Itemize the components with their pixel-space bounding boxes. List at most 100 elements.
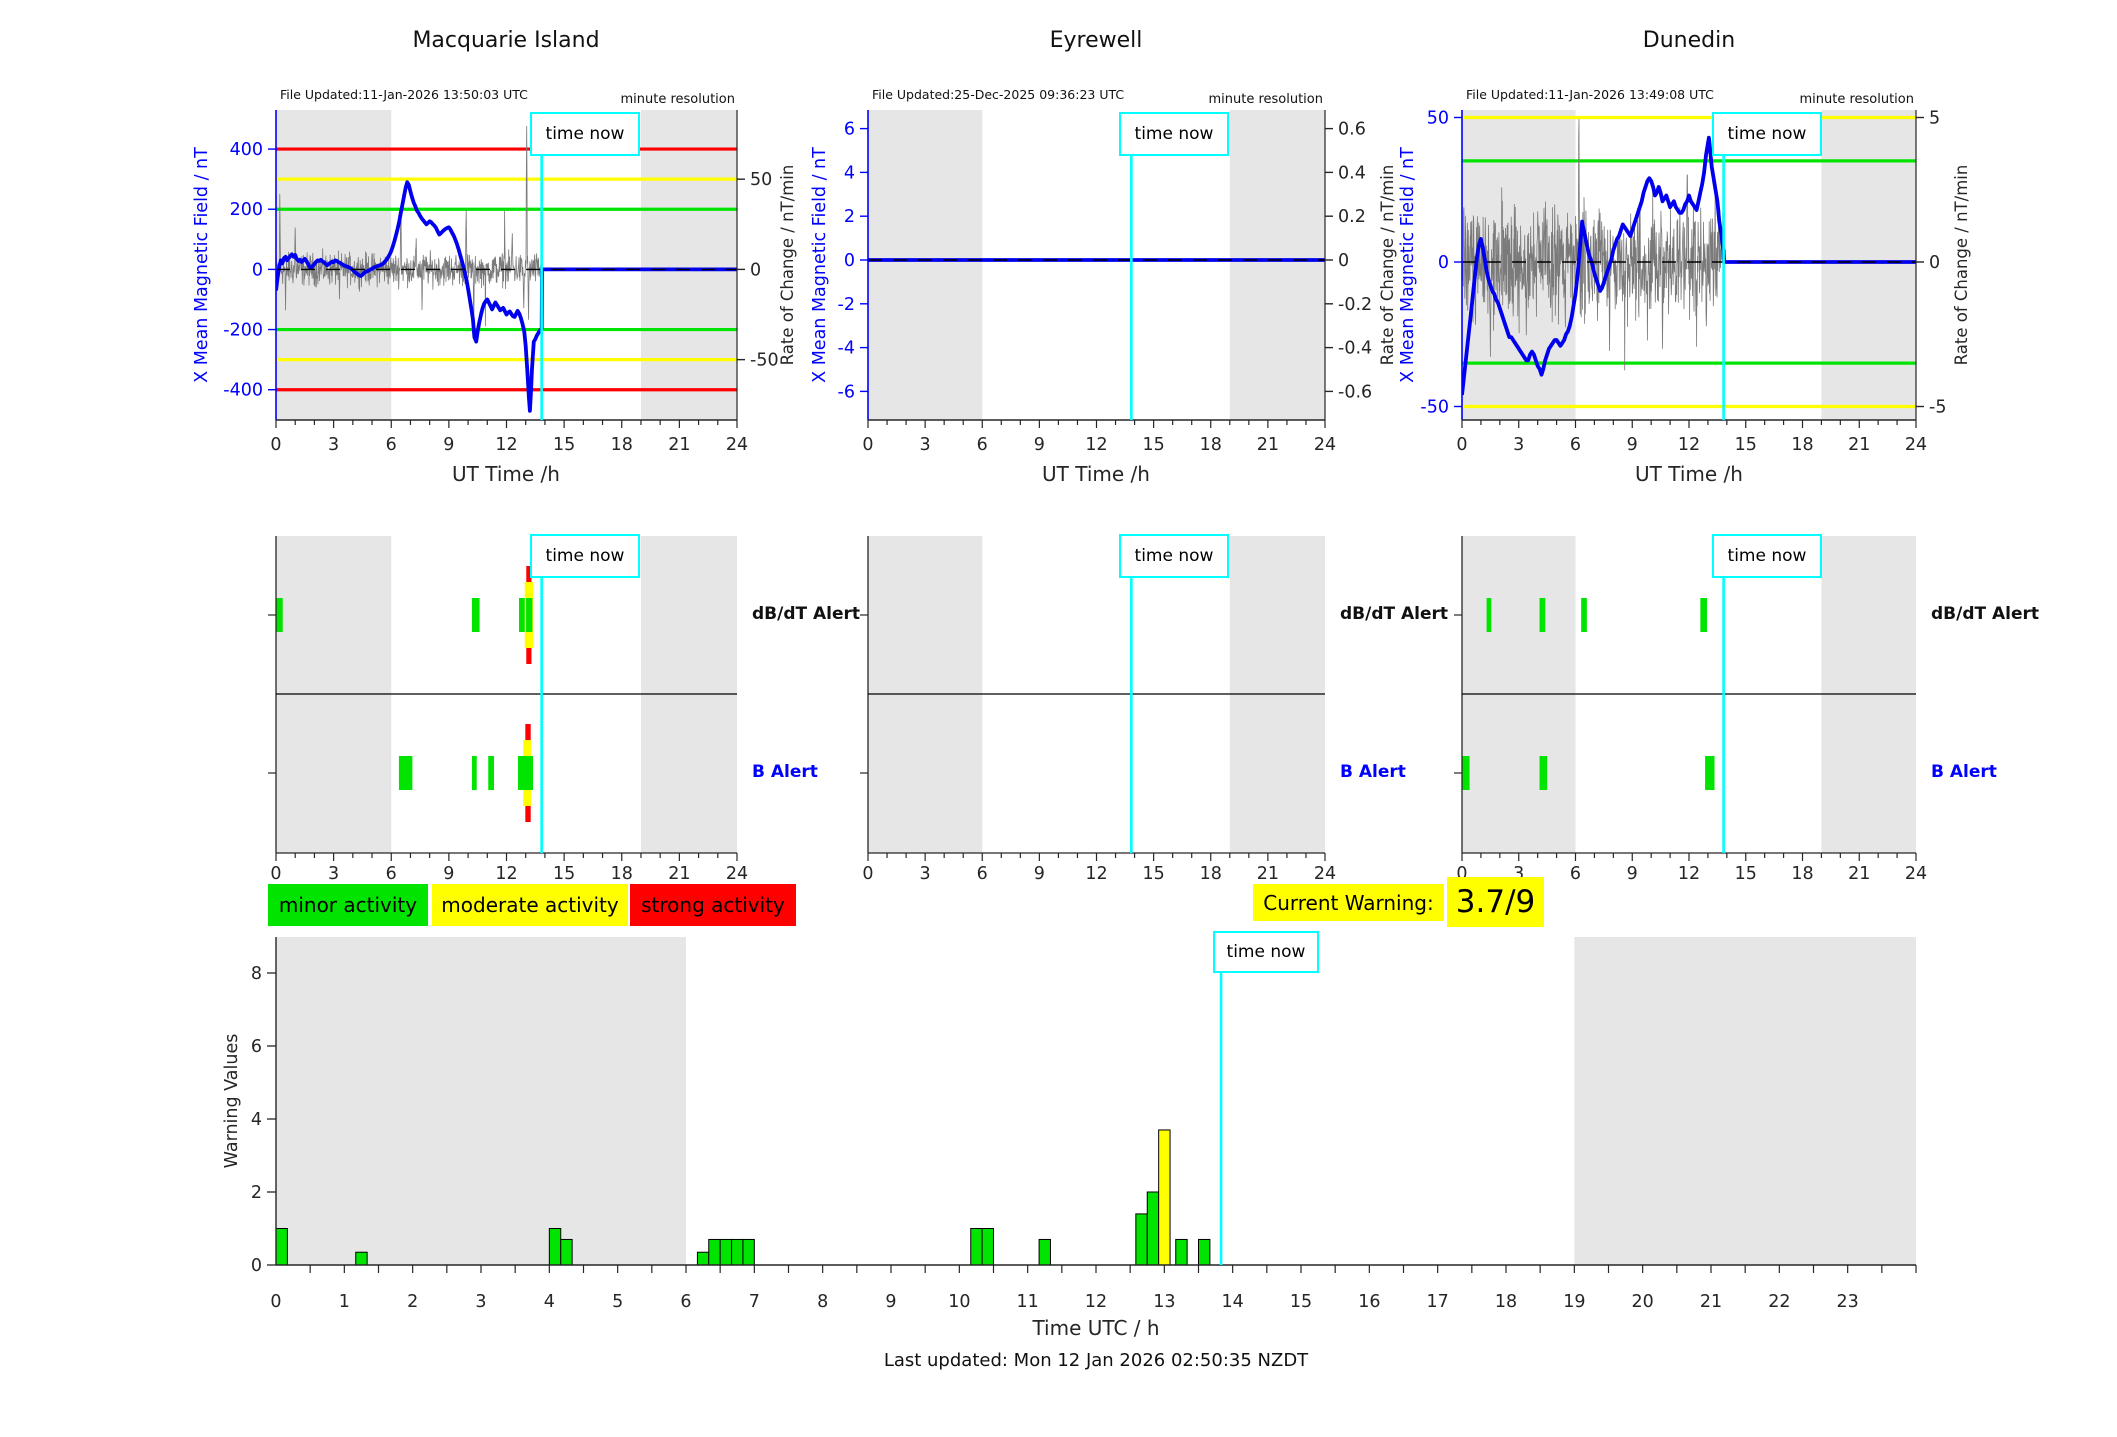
x-tick-label: 2 (407, 1292, 418, 1312)
y-axis-label-right: Rate of Change / nT/min (1378, 164, 1397, 366)
resolution-note: minute resolution (620, 92, 735, 107)
y-tick-label-left: -200 (223, 321, 263, 341)
file-updated-text: File Updated:11-Jan-2026 13:50:03 UTC (280, 87, 528, 102)
warning-bar (275, 1228, 288, 1266)
alert-row-label-dbdt: dB/dT Alert (1931, 604, 2040, 624)
x-tick-label: 9 (1627, 864, 1638, 884)
warning-bar (1158, 1129, 1171, 1266)
x-tick-label: 24 (1905, 864, 1927, 884)
x-tick-label: 0 (862, 435, 873, 455)
alert-bar-minor (1581, 598, 1587, 632)
x-tick-label: 24 (726, 435, 748, 455)
x-axis-label: UT Time /h (1042, 462, 1150, 486)
y-tick-label-right: -0.4 (1338, 339, 1372, 359)
y-tick-label-right: 0 (1338, 251, 1349, 271)
x-tick-label: 18 (1200, 435, 1222, 455)
y-tick-label-right: 0.6 (1338, 120, 1366, 140)
time-now-flag: time now (1712, 534, 1822, 578)
x-tick-label: 12 (1085, 864, 1107, 884)
x-tick-label: 0 (270, 864, 281, 884)
x-tick-label: 16 (1358, 1292, 1380, 1312)
station-title-macquarie: Macquarie Island (412, 28, 600, 53)
current-warning-label: Current Warning: (1253, 884, 1444, 921)
alert-bar-minor (276, 598, 283, 632)
alert-bar-minor (488, 756, 495, 790)
y-tick-label-right: 0.2 (1338, 207, 1366, 227)
x-tick-label: 6 (977, 864, 988, 884)
x-tick-label: 18 (1495, 1292, 1517, 1312)
alert-row-label-b: B Alert (1931, 762, 1997, 782)
y-tick-label-left: -6 (838, 382, 855, 402)
x-tick-label: 3 (1513, 435, 1524, 455)
x-tick-label: 24 (1314, 864, 1336, 884)
night-shading (1229, 110, 1325, 420)
bottom-x-axis-label: Time UTC / h (1032, 1316, 1160, 1340)
alert-row-label-dbdt: dB/dT Alert (1340, 604, 1449, 624)
x-tick-label: 14 (1222, 1292, 1244, 1312)
x-axis-label: UT Time /h (1635, 462, 1743, 486)
warning-bar (708, 1238, 721, 1266)
time-now-flag: time now (530, 112, 640, 156)
x-tick-label: 4 (544, 1292, 555, 1312)
x-tick-label: 6 (386, 435, 397, 455)
file-updated-text: File Updated:25-Dec-2025 09:36:23 UTC (872, 87, 1125, 102)
time-now-flag: time now (1119, 534, 1229, 578)
x-tick-label: 12 (1678, 435, 1700, 455)
y-tick-label-left: 50 (1427, 109, 1449, 129)
y-tick-label-right: 0 (750, 260, 761, 280)
x-tick-label: 17 (1427, 1292, 1449, 1312)
y-tick-label-right: -0.6 (1338, 382, 1372, 402)
y-axis-label-left: X Mean Magnetic Field / nT (810, 147, 830, 383)
mean-field-trace (276, 180, 737, 413)
x-tick-label: 13 (1153, 1292, 1175, 1312)
x-tick-label: 15 (553, 435, 575, 455)
alert-bar-minor (1539, 756, 1548, 790)
x-tick-label: 3 (328, 435, 339, 455)
alert-bar-minor (526, 598, 533, 632)
x-tick-label: 18 (611, 864, 633, 884)
x-tick-label: 23 (1837, 1292, 1859, 1312)
x-tick-label: 9 (885, 1292, 896, 1312)
y-tick-label-right: 0.4 (1338, 163, 1366, 183)
y-tick-label-left: 0 (252, 260, 263, 280)
x-tick-label: 18 (611, 435, 633, 455)
y-tick-label-right: 5 (1929, 109, 1940, 129)
y-tick-label-left: -4 (838, 339, 855, 359)
legend-minor: minor activity (268, 884, 428, 926)
x-tick-label: 24 (726, 864, 748, 884)
x-tick-label: 15 (1290, 1292, 1312, 1312)
y-tick-label-left: 0 (844, 251, 855, 271)
x-tick-label: 24 (1905, 435, 1927, 455)
y-tick-label-left: -400 (223, 381, 263, 401)
x-tick-label: 15 (1735, 864, 1757, 884)
x-tick-label: 12 (1678, 864, 1700, 884)
y-tick-label-left: 0 (1438, 253, 1449, 273)
time-now-flag: time now (1712, 112, 1822, 156)
x-tick-label: 8 (817, 1292, 828, 1312)
station-title-dunedin: Dunedin (1642, 28, 1736, 53)
x-tick-label: 6 (386, 864, 397, 884)
x-tick-label: 3 (475, 1292, 486, 1312)
night-shading (1574, 937, 1916, 1265)
x-tick-label: 3 (1513, 864, 1524, 884)
warning-bar (1135, 1213, 1148, 1266)
warning-bar (981, 1228, 994, 1266)
x-tick-label: 9 (443, 435, 454, 455)
x-tick-label: 15 (1142, 435, 1164, 455)
alert-bar-minor (1462, 756, 1470, 790)
time-now-flag: time now (530, 534, 640, 578)
x-tick-label: 3 (920, 435, 931, 455)
alert-bar-minor (471, 598, 480, 632)
x-tick-label: 21 (668, 435, 690, 455)
x-tick-label: 15 (1735, 435, 1757, 455)
x-tick-label: 6 (977, 435, 988, 455)
warning-bar (731, 1238, 744, 1266)
warning-bar (548, 1228, 562, 1266)
y-tick-label-left: 200 (230, 200, 263, 220)
y-tick-label-right: -50 (750, 351, 779, 371)
y-tick-label-left: 4 (844, 163, 855, 183)
x-tick-label: 12 (1085, 1292, 1107, 1312)
y-tick-label-left: 6 (844, 120, 855, 140)
warning-bar (560, 1238, 573, 1266)
